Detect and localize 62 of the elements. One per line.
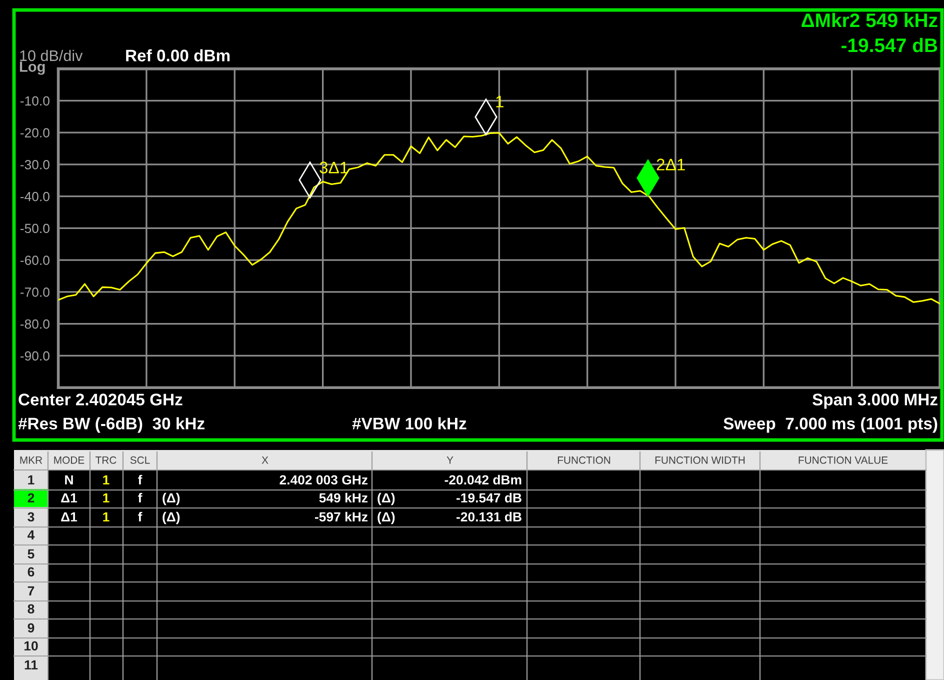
text: 549 kHz [319, 492, 368, 503]
text: 1 [103, 493, 110, 502]
text: (Δ) [378, 492, 395, 506]
text: 10 dB/div [20, 50, 83, 62]
y-tick-label: -60.0 [20, 256, 50, 265]
text: Center 2.402045 GHz [18, 394, 182, 406]
text: -19.547 dB [842, 38, 938, 52]
y-tick-label: -10.0 [20, 96, 50, 106]
text: #VBW 100 kHz [352, 417, 466, 430]
text: f [138, 474, 142, 484]
text: TRC [96, 456, 116, 464]
text: -20.131 dB [456, 512, 522, 522]
text: 2.402 003 GHz [280, 475, 368, 485]
text: 4 [28, 530, 35, 540]
text: 3 [28, 512, 34, 522]
text: #Res BW (-6dB) 30 kHz [18, 417, 204, 433]
y-tick-label: -30.0 [20, 160, 50, 170]
text: 8 [28, 604, 34, 614]
text: MODE [54, 456, 84, 464]
text: N [65, 475, 73, 484]
text: (Δ) [162, 492, 180, 506]
text: Sweep 7.000 ms (1001 pts) [724, 417, 938, 433]
text: Y [446, 456, 454, 464]
y-tick-label: -90.0 [20, 351, 50, 361]
text: -597 kHz [314, 512, 368, 522]
text: 1 [103, 475, 110, 484]
text: f [138, 492, 142, 502]
text: Δ1 [61, 512, 78, 522]
y-tick-label: -50.0 [20, 224, 50, 234]
text: -19.547 dB [456, 492, 522, 503]
text: FUNCTION [558, 456, 610, 464]
text: Ref 0.00 dBm [126, 49, 230, 62]
line-series [58, 132, 940, 305]
text: SCL [130, 456, 150, 464]
text: 1 [28, 475, 34, 484]
text: 6 [28, 567, 34, 577]
text: 9 [28, 623, 34, 633]
y-tick-label: -20.0 [20, 128, 50, 138]
text: FUNCTION WIDTH [655, 456, 745, 464]
y-tick-label: -80.0 [20, 319, 50, 329]
text: -20.042 dBm [444, 474, 522, 485]
text: 5 [28, 549, 34, 559]
text: Δ1 [61, 493, 78, 502]
annotation: 1 [496, 96, 504, 108]
text: MKR [20, 456, 42, 464]
text: Log [20, 62, 45, 75]
text: 7 [28, 586, 34, 596]
annotation: 3Δ1 [320, 162, 348, 174]
text: 10 [24, 641, 38, 651]
text: 1 [103, 512, 110, 522]
text: 11 [24, 660, 38, 670]
annotation: 2Δ1 [656, 158, 685, 170]
text: (Δ) [378, 512, 395, 524]
text: f [138, 512, 142, 522]
text: ΔMkr2 549 kHz [802, 12, 938, 28]
text: Span 3.000 MHz [812, 394, 938, 409]
y-tick-label: -70.0 [20, 288, 50, 297]
text: 2 [28, 493, 34, 502]
y-tick-label: -40.0 [20, 192, 50, 202]
text: X [262, 456, 268, 464]
text: (Δ) [162, 512, 180, 524]
text: FUNCTION VALUE [798, 456, 888, 464]
